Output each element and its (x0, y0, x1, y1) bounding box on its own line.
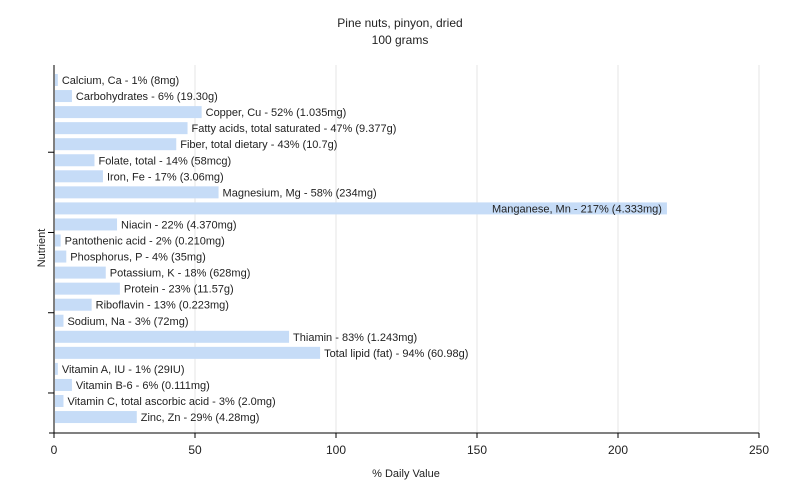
bar-8 (55, 202, 667, 215)
bar-label-11: Phosphorus, P - 4% (35mg) (70, 252, 206, 264)
bar-label-21: Zinc, Zn - 29% (4.28mg) (141, 412, 260, 424)
bar-label-18: Vitamin A, IU - 1% (29IU) (62, 364, 185, 376)
bar-16 (55, 330, 290, 343)
bar-label-6: Iron, Fe - 17% (3.06mg) (107, 171, 224, 183)
bar-label-9: Niacin - 22% (4.370mg) (121, 219, 237, 231)
x-tick-label-3: 150 (467, 443, 487, 457)
bar-label-17: Total lipid (fat) - 94% (60.98g) (324, 348, 468, 360)
x-tick-label-2: 100 (326, 443, 346, 457)
bars (55, 74, 667, 424)
bar-label-5: Folate, total - 14% (58mcg) (98, 155, 231, 167)
bar-label-8: Manganese, Mn - 217% (4.333mg) (492, 203, 662, 215)
bar-label-2: Copper, Cu - 52% (1.035mg) (206, 107, 347, 119)
bar-label-13: Protein - 23% (11.57g) (124, 284, 234, 296)
x-ticks: 0 50 100 150 200 250 (51, 433, 769, 457)
bar-2 (55, 106, 202, 119)
bar-9 (55, 218, 118, 231)
x-tick-label-0: 0 (51, 443, 58, 457)
bar-14 (55, 298, 92, 311)
bar-label-20: Vitamin C, total ascorbic acid - 3% (2.0… (67, 396, 275, 408)
bar-18 (55, 362, 58, 375)
bar-7 (55, 186, 219, 199)
bar-label-7: Magnesium, Mg - 58% (234mg) (223, 187, 377, 199)
x-tick-label-5: 250 (749, 443, 769, 457)
bar-label-4: Fiber, total dietary - 43% (10.7g) (180, 139, 337, 151)
x-axis-label: % Daily Value (372, 468, 440, 480)
y-axis-label: Nutrient (36, 229, 48, 268)
bar-15 (55, 314, 64, 327)
bar-label-15: Sodium, Na - 3% (72mg) (67, 316, 188, 328)
gridlines (194, 65, 760, 433)
bar-label-14: Riboflavin - 13% (0.223mg) (96, 300, 229, 312)
bar-0 (55, 74, 58, 86)
bar-label-10: Pantothenic acid - 2% (0.210mg) (65, 236, 225, 248)
bar-6 (55, 170, 103, 183)
bar-3 (55, 122, 188, 135)
bar-17 (55, 346, 321, 359)
x-tick-label-4: 200 (608, 443, 628, 457)
bar-label-16: Thiamin - 83% (1.243mg) (293, 332, 417, 344)
bar-label-19: Vitamin B-6 - 6% (0.111mg) (76, 380, 210, 392)
bar-20 (55, 395, 64, 407)
bar-21 (55, 411, 137, 424)
chart-subtitle: 100 grams (372, 33, 429, 47)
axes (48, 65, 759, 438)
bar-label-1: Carbohydrates - 6% (19.30g) (76, 91, 218, 103)
bar-10 (55, 234, 61, 247)
bar-5 (55, 154, 95, 167)
bar-label-3: Fatty acids, total saturated - 47% (9.37… (192, 123, 397, 135)
bar-13 (55, 282, 120, 295)
bar-4 (55, 138, 177, 151)
bar-labels: Calcium, Ca - 1% (8mg) Carbohydrates - 6%… (62, 75, 662, 424)
x-tick-label-1: 50 (188, 443, 202, 457)
bar-1 (55, 90, 72, 103)
bar-19 (55, 378, 72, 391)
bar-11 (55, 250, 67, 263)
bar-12 (55, 266, 106, 279)
bar-label-12: Potassium, K - 18% (628mg) (110, 268, 251, 280)
chart-title: Pine nuts, pinyon, dried (337, 16, 462, 30)
bar-label-0: Calcium, Ca - 1% (8mg) (62, 75, 179, 87)
